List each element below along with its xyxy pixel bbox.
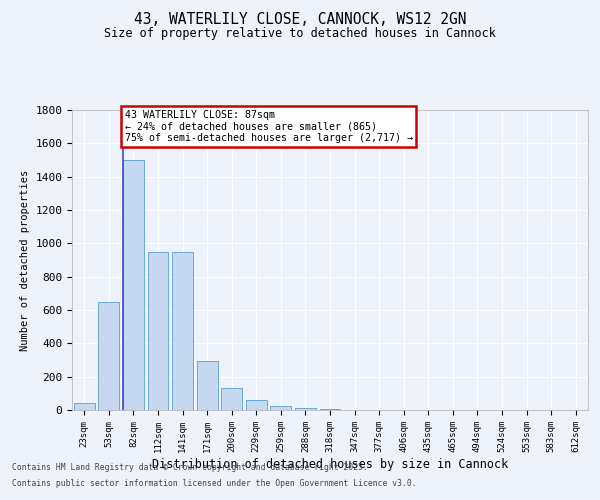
Text: 43 WATERLILY CLOSE: 87sqm
← 24% of detached houses are smaller (865)
75% of semi: 43 WATERLILY CLOSE: 87sqm ← 24% of detac… bbox=[125, 110, 413, 143]
Text: Size of property relative to detached houses in Cannock: Size of property relative to detached ho… bbox=[104, 28, 496, 40]
Bar bbox=[123, 160, 144, 410]
Bar bbox=[320, 409, 340, 410]
Bar bbox=[74, 403, 95, 410]
Text: Contains HM Land Registry data © Crown copyright and database right 2025.: Contains HM Land Registry data © Crown c… bbox=[12, 464, 368, 472]
Bar bbox=[148, 252, 169, 410]
Bar bbox=[98, 302, 119, 410]
Text: 43, WATERLILY CLOSE, CANNOCK, WS12 2GN: 43, WATERLILY CLOSE, CANNOCK, WS12 2GN bbox=[134, 12, 466, 28]
Y-axis label: Number of detached properties: Number of detached properties bbox=[20, 170, 30, 350]
Bar bbox=[197, 361, 218, 410]
Bar bbox=[295, 408, 316, 410]
Bar bbox=[221, 388, 242, 410]
X-axis label: Distribution of detached houses by size in Cannock: Distribution of detached houses by size … bbox=[152, 458, 508, 470]
Bar bbox=[246, 400, 267, 410]
Text: Contains public sector information licensed under the Open Government Licence v3: Contains public sector information licen… bbox=[12, 478, 416, 488]
Bar bbox=[172, 252, 193, 410]
Bar bbox=[271, 406, 292, 410]
